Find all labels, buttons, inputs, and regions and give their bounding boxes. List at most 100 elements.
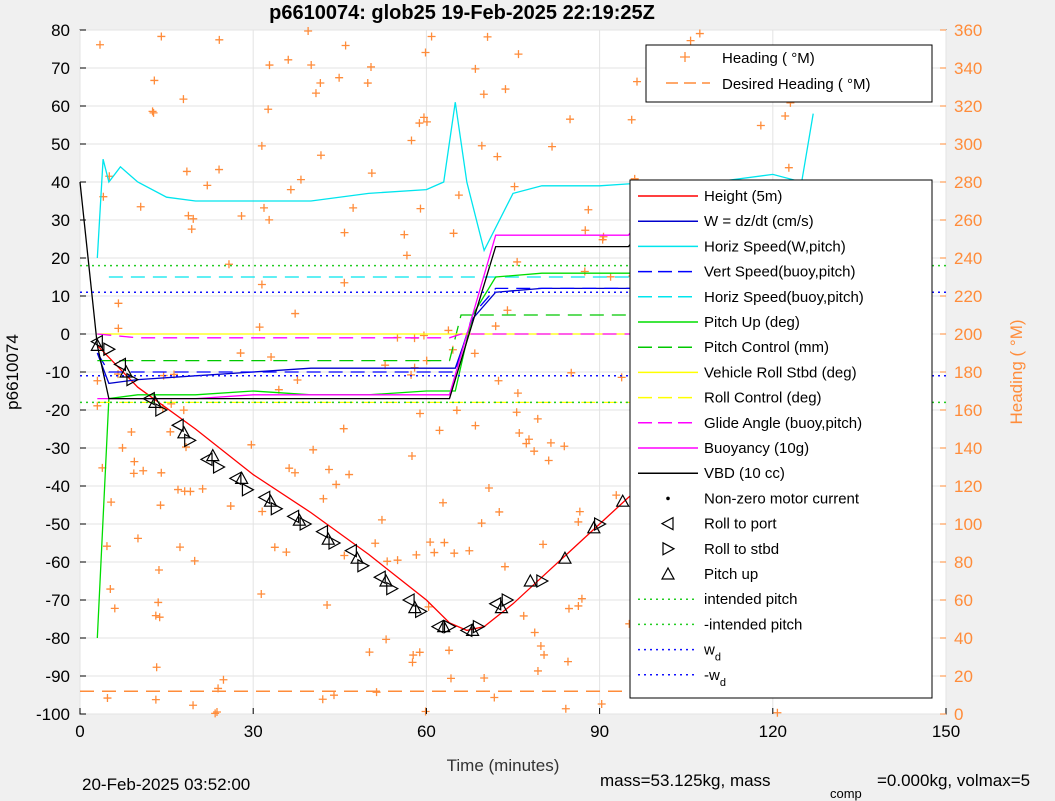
pitch-up-marker: [205, 448, 220, 462]
heading-point: [323, 601, 332, 610]
series-line: [97, 333, 814, 339]
heading-point: [408, 658, 417, 667]
heading-point: [291, 309, 300, 318]
y-tick-label: -70: [45, 591, 70, 610]
y-tick-label: -10: [45, 363, 70, 382]
heading-point: [500, 562, 509, 571]
heading-point: [186, 487, 195, 496]
heading-point: [152, 663, 161, 672]
pitch-up-marker: [557, 550, 572, 564]
heading-point: [519, 611, 528, 620]
heading-point: [686, 36, 695, 45]
heading-point: [103, 694, 112, 703]
heading-point: [781, 111, 790, 120]
heading-point: [546, 438, 555, 447]
heading-point: [407, 370, 416, 379]
heading-point: [156, 501, 165, 510]
heading-point: [430, 548, 439, 557]
heading-point: [477, 141, 486, 150]
heading-point: [495, 507, 504, 516]
series-line: [79, 181, 814, 400]
roll-to-stbd-marker: [443, 619, 457, 634]
heading-point: [258, 507, 267, 516]
heading-point: [452, 406, 461, 415]
pitch-up-marker: [436, 619, 451, 633]
heading-point: [286, 185, 295, 194]
heading-point: [184, 211, 193, 220]
heading-point: [503, 306, 512, 315]
roll-to-stbd-marker: [103, 342, 117, 357]
heading-point: [114, 324, 123, 333]
heading-point: [544, 456, 553, 465]
heading-point: [102, 542, 111, 551]
roll-to-stbd-marker: [241, 482, 255, 497]
legend-label: Vert Speed(buoy,pitch): [704, 264, 855, 281]
heading-point: [465, 546, 474, 555]
heading-point: [106, 585, 115, 594]
heading-point: [255, 323, 264, 332]
roll-to-stbd-marker: [299, 516, 313, 532]
heading-point: [484, 484, 493, 493]
heading-point: [574, 601, 583, 610]
heading-point: [335, 73, 344, 82]
y2-tick-label: 200: [954, 325, 982, 344]
heading-point: [566, 115, 575, 124]
heading-point: [316, 78, 325, 87]
heading-point: [581, 226, 590, 235]
heading-point: [402, 251, 411, 260]
legend-swatch: [666, 496, 670, 501]
heading-point: [157, 32, 166, 41]
heading-point: [494, 376, 503, 385]
y2-tick-label: 100: [954, 515, 982, 534]
pitch-up-marker: [586, 520, 601, 534]
heading-point: [560, 442, 569, 451]
x-tick-label: 90: [590, 722, 609, 741]
heading-point: [290, 468, 299, 477]
legend-label: Roll Control (deg): [704, 390, 822, 407]
roll-to-stbd-marker: [501, 592, 515, 608]
pitch-up-marker: [465, 623, 480, 636]
heading-point: [367, 169, 376, 178]
heading-point: [695, 29, 704, 38]
roll-to-port-marker: [90, 334, 103, 349]
heading-point: [597, 700, 606, 709]
heading-point: [154, 566, 163, 575]
heading-point: [129, 469, 138, 478]
legend-swatch: [660, 516, 674, 531]
heading-point: [130, 457, 139, 466]
pitch-up-marker: [176, 425, 191, 439]
heading-point: [127, 428, 136, 437]
heading-point: [341, 41, 350, 50]
legend-label: intended pitch: [704, 591, 797, 608]
y2-tick-label: 120: [954, 477, 982, 496]
y-tick-label: -80: [45, 629, 70, 648]
y2-tick-label: 220: [954, 287, 982, 306]
heading-point: [157, 468, 166, 477]
heading-point: [247, 440, 256, 449]
heading-point: [284, 55, 293, 64]
heading-point: [479, 90, 488, 99]
heading-point: [756, 121, 765, 130]
heading-point: [257, 590, 266, 599]
y2-tick-label: 360: [954, 21, 982, 40]
heading-point: [304, 26, 313, 35]
heading-point: [211, 709, 220, 718]
y2-tick-label: 140: [954, 439, 982, 458]
heading-point: [446, 674, 455, 683]
legend-swatch: [660, 566, 676, 580]
heading-point: [190, 556, 199, 565]
heading-point: [382, 635, 391, 644]
heading-point: [383, 557, 392, 566]
series-line: [97, 314, 814, 362]
legend-label: Vehicle Roll Stbd (deg): [704, 364, 857, 381]
axes: 0 30 60 90 120 150-100-90-80-70-60-50-40-30-2…: [36, 21, 982, 741]
heading-point: [483, 32, 492, 41]
heading-point: [285, 464, 294, 473]
legend-label: Non-zero motor current: [704, 490, 860, 507]
heading-point: [187, 225, 196, 234]
heading-point: [561, 704, 570, 713]
heading-point: [267, 353, 276, 362]
y-axis-label: p6610074: [3, 334, 22, 410]
heading-point: [470, 349, 479, 358]
heading-point: [567, 368, 576, 377]
